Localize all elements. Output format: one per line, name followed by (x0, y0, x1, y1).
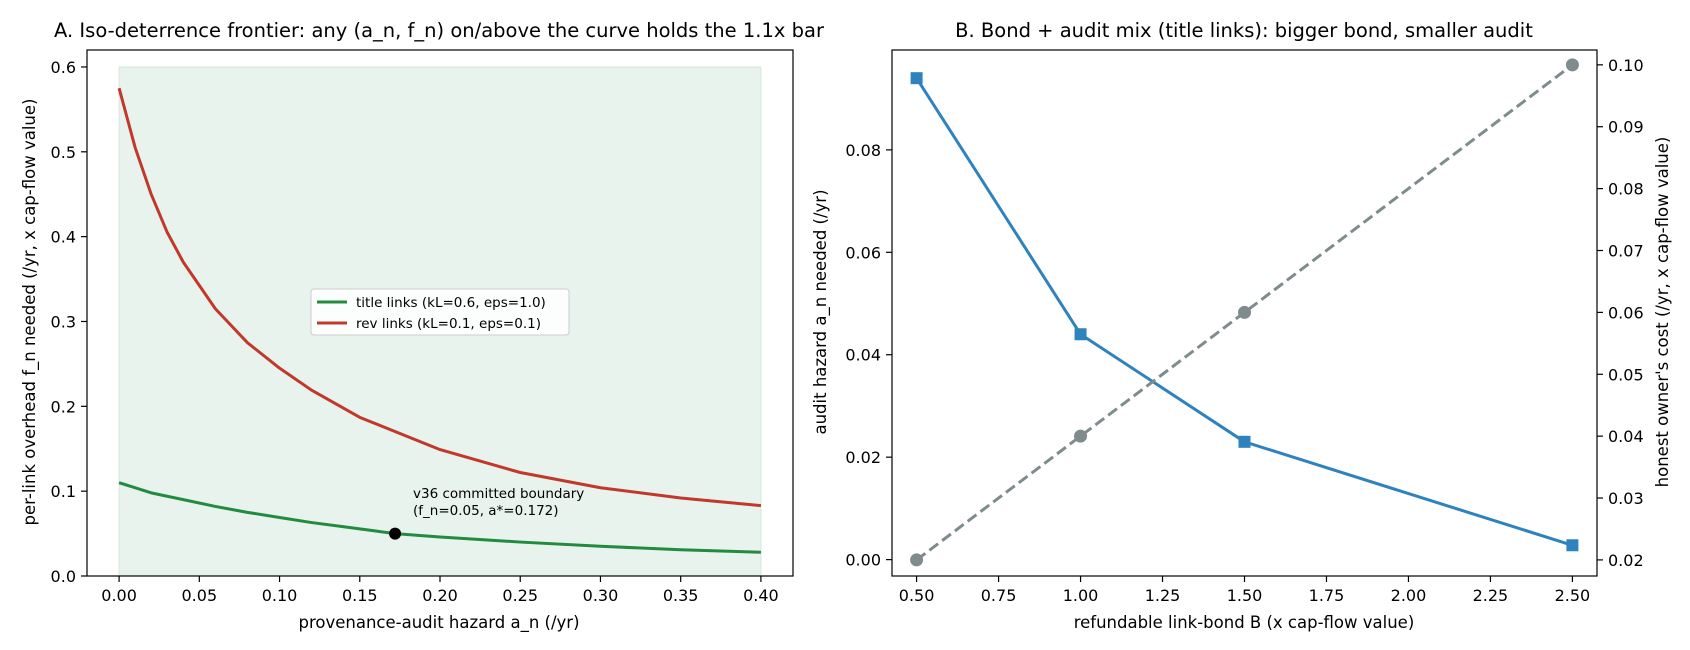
panel-b-x-axis-label: refundable link-bond B (x cap-flow value… (1074, 613, 1415, 632)
audit-hazard-marker (1566, 539, 1579, 552)
honest-cost-marker (910, 553, 924, 567)
x-tick-label: 0.20 (422, 586, 458, 605)
left-y-tick-label: 0.00 (845, 551, 881, 570)
x-tick-label: 2.00 (1391, 586, 1427, 605)
honest-cost-line (915, 63, 1574, 562)
legend-entry-label: title links (kL=0.6, eps=1.0) (356, 295, 546, 311)
y-tick-label: 0.1 (51, 482, 76, 501)
right-y-tick-label: 0.02 (1608, 551, 1644, 570)
legend-entry-label: rev links (kL=0.1, eps=0.1) (356, 316, 541, 332)
right-y-tick-label: 0.09 (1608, 118, 1644, 137)
right-y-tick-label: 0.05 (1608, 365, 1644, 384)
panel-a-title: A. Iso-deterrence frontier: any (a_n, f_… (54, 19, 825, 42)
audit-hazard-marker (1074, 328, 1087, 341)
right-y-tick-label: 0.08 (1608, 180, 1644, 199)
x-tick-label: 0.30 (583, 586, 619, 605)
x-tick-label: 2.25 (1473, 586, 1509, 605)
panel-a-x-axis-label: provenance-audit hazard a_n (/yr) (298, 613, 579, 633)
x-tick-label: 0.40 (743, 586, 779, 605)
honest-cost-marker (1238, 305, 1251, 319)
left-y-tick-label: 0.04 (845, 346, 881, 365)
x-tick-label: 0.25 (502, 586, 538, 605)
x-tick-label: 0.05 (182, 586, 218, 605)
panel-a-legend: title links (kL=0.6, eps=1.0) rev links (… (310, 288, 570, 336)
x-tick-label: 2.50 (1555, 586, 1591, 605)
series-line-rev-links (117, 87, 762, 508)
panel-a-frontier-chart: A. Iso-deterrence frontier: any (a_n, f_… (20, 19, 825, 633)
panel-b-title: B. Bond + audit mix (title links): bigge… (955, 19, 1533, 42)
panel-a-annotation-line-2: (f_n=0.05, a*=0.172) (413, 503, 559, 519)
x-tick-label: 1.50 (1227, 586, 1263, 605)
x-tick-label: 0.50 (899, 586, 935, 605)
honest-cost-marker (1074, 429, 1088, 443)
series-line-title-links (118, 481, 761, 554)
right-y-tick-label: 0.03 (1608, 489, 1644, 508)
x-tick-label: 1.75 (1309, 586, 1345, 605)
y-tick-label: 0.6 (51, 58, 76, 77)
panel-a-annotation-line-1: v36 committed boundary (413, 486, 584, 502)
left-y-tick-label: 0.02 (845, 448, 881, 467)
x-tick-label: 0.35 (663, 586, 699, 605)
legend-box (310, 288, 570, 336)
honest-cost-marker (1565, 58, 1579, 72)
right-y-tick-label: 0.04 (1608, 427, 1644, 446)
x-tick-label: 0.10 (262, 586, 298, 605)
x-tick-label: 1.00 (1063, 586, 1099, 605)
audit-hazard-marker (910, 72, 923, 85)
y-tick-label: 0.5 (51, 143, 76, 162)
x-tick-label: 0.15 (342, 586, 378, 605)
left-y-tick-label: 0.08 (845, 141, 881, 160)
y-tick-label: 0.3 (51, 312, 76, 331)
y-tick-label: 0.2 (51, 397, 76, 416)
panel-b-plot-area: 0.50 0.75 1.00 1.25 1.50 1.75 2.00 2.25 2.50 0.00… (845, 49, 1644, 605)
panel-a-y-axis-label: per-link overhead f_n needed (/yr, x cap… (20, 99, 40, 526)
right-y-tick-label: 0.10 (1608, 56, 1644, 75)
right-y-tick-label: 0.06 (1608, 303, 1644, 322)
right-y-tick-label: 0.07 (1608, 241, 1644, 260)
x-tick-label: 1.25 (1145, 586, 1181, 605)
panel-b-bond-audit-chart: B. Bond + audit mix (title links): bigge… (811, 19, 1672, 632)
x-tick-label: 0.75 (981, 586, 1017, 605)
committed-boundary-point (389, 527, 402, 540)
panel-b-right-y-axis-label: honest owner's cost (/yr, x cap-flow val… (1653, 137, 1672, 488)
panel-b-left-y-axis-label: audit hazard a_n needed (/yr) (811, 189, 831, 434)
audit-hazard-line (915, 77, 1573, 547)
y-tick-label: 0.4 (51, 228, 76, 247)
x-tick-label: 0.00 (101, 586, 137, 605)
y-tick-label: 0.0 (51, 567, 76, 586)
audit-hazard-marker (1238, 435, 1251, 448)
left-y-tick-label: 0.06 (845, 243, 881, 262)
